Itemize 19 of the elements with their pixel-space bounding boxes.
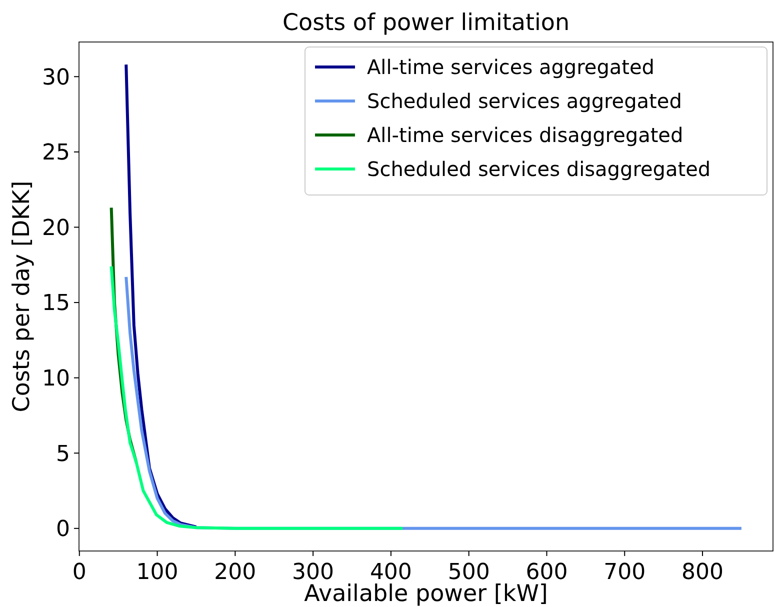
y-axis-title: Costs per day [DKK] (9, 180, 35, 412)
legend-label: Scheduled services disaggregated (367, 157, 711, 181)
x-tick-label: 0 (72, 560, 86, 585)
y-tick-label: 5 (56, 442, 70, 467)
y-tick-label: 30 (42, 65, 70, 90)
legend-label: All-time services aggregated (367, 55, 654, 79)
x-tick-label: 200 (214, 560, 256, 585)
y-tick-label: 10 (42, 366, 70, 392)
legend-label: All-time services disaggregated (367, 123, 684, 147)
x-tick-label: 800 (682, 560, 724, 585)
legend-label: Scheduled services aggregated (367, 89, 682, 113)
y-tick-label: 0 (56, 517, 70, 542)
y-tick-label: 15 (42, 291, 70, 316)
chart-title: Costs of power limitation (282, 10, 570, 36)
y-tick-label: 25 (42, 140, 70, 166)
x-tick-label: 700 (604, 560, 646, 585)
line-series (110, 264, 404, 530)
x-tick-label: 100 (136, 560, 178, 585)
y-tick-label: 20 (42, 216, 70, 241)
